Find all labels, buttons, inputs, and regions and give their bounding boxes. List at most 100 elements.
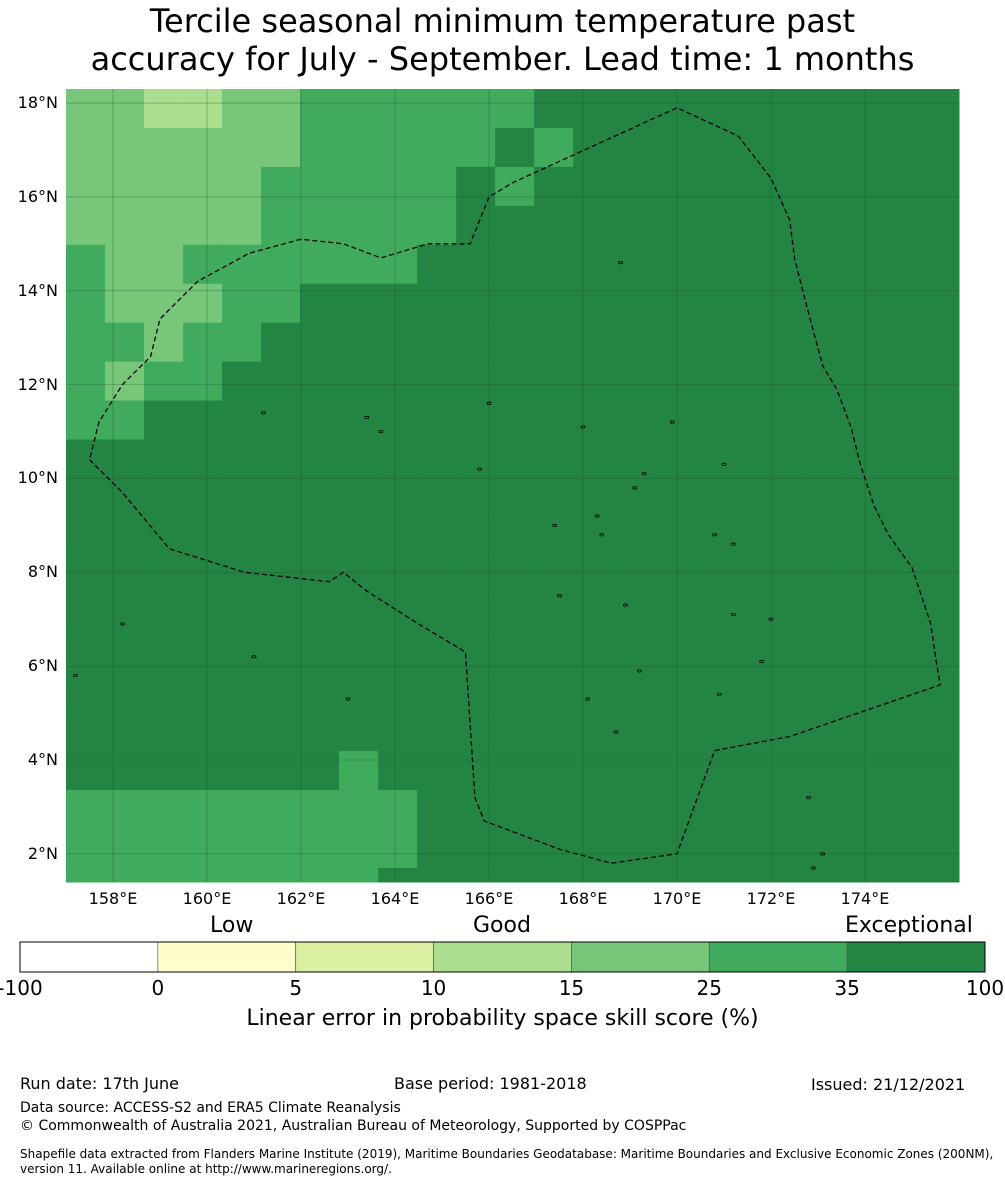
skill-cell xyxy=(222,205,262,246)
colorbar-tick-label: 0 xyxy=(151,976,165,1000)
skill-cell xyxy=(183,127,223,168)
skill-cell xyxy=(573,205,613,246)
skill-cell xyxy=(456,517,496,557)
skill-cell xyxy=(378,205,418,246)
skill-cell xyxy=(183,400,223,441)
skill-cell xyxy=(144,556,184,596)
skill-cell xyxy=(261,283,301,324)
skill-cell xyxy=(105,595,145,635)
skill-cell xyxy=(144,517,184,557)
skill-cell xyxy=(417,205,457,246)
island-outline xyxy=(599,533,605,537)
skill-cell xyxy=(534,712,574,752)
skill-cell xyxy=(573,517,613,557)
skill-cell xyxy=(651,517,691,557)
skill-cell xyxy=(612,517,652,557)
skill-cell xyxy=(66,127,106,168)
skill-cell xyxy=(339,283,379,324)
skill-cell xyxy=(183,244,223,285)
skill-cell xyxy=(105,322,145,363)
skill-cell xyxy=(612,166,652,207)
skill-cell xyxy=(651,634,691,674)
island-outline xyxy=(251,655,257,659)
lat-tick-label: 4°N xyxy=(27,750,58,769)
lon-tick-label: 172°E xyxy=(746,889,796,908)
skill-cell xyxy=(885,322,925,363)
skill-cell xyxy=(495,205,535,246)
skill-cell xyxy=(651,828,691,869)
colorbar-segment xyxy=(433,941,572,973)
skill-cell xyxy=(456,712,496,752)
island-outline xyxy=(731,612,736,617)
skill-cell xyxy=(66,595,106,635)
skill-cell xyxy=(378,478,418,518)
skill-cell xyxy=(729,556,769,596)
skill-cell xyxy=(183,712,223,752)
skill-cell xyxy=(378,89,418,129)
skill-cell xyxy=(690,205,730,246)
skill-cell xyxy=(612,751,652,791)
skill-cell xyxy=(495,478,535,518)
skill-cell xyxy=(573,478,613,518)
skill-cell xyxy=(378,673,418,713)
skill-cell xyxy=(378,712,418,752)
skill-cell xyxy=(417,166,457,207)
skill-cell xyxy=(729,751,769,791)
skill-cell xyxy=(261,127,301,168)
base-period: Base period: 1981-2018 xyxy=(394,1074,587,1093)
skill-cell xyxy=(651,712,691,752)
skill-cell xyxy=(300,867,340,883)
skill-cell xyxy=(924,361,960,402)
skill-cell xyxy=(300,205,340,246)
skill-cell xyxy=(573,751,613,791)
skill-cell xyxy=(807,751,847,791)
skill-cell xyxy=(105,712,145,752)
skill-cell xyxy=(846,712,886,752)
island-outline xyxy=(378,429,384,434)
skill-cell xyxy=(690,439,730,479)
skill-cell xyxy=(417,400,457,441)
skill-cell xyxy=(768,127,808,168)
skill-cell xyxy=(768,828,808,869)
skill-cell xyxy=(573,634,613,674)
skill-cell xyxy=(924,634,960,674)
skill-cell xyxy=(885,595,925,635)
skill-cell xyxy=(417,790,457,830)
skill-cell xyxy=(456,556,496,596)
skill-cell xyxy=(651,867,691,883)
skill-cell xyxy=(846,205,886,246)
shapefile-note-1: Shapefile data extracted from Flanders M… xyxy=(20,1147,994,1161)
skill-cell xyxy=(144,244,184,285)
skill-cell xyxy=(807,828,847,869)
skill-cell xyxy=(222,634,262,674)
skill-cell xyxy=(885,556,925,596)
skill-cell xyxy=(846,166,886,207)
skill-cell xyxy=(534,751,574,791)
skill-cell xyxy=(885,400,925,441)
skill-cell xyxy=(768,673,808,713)
skill-cell xyxy=(417,712,457,752)
skill-cell xyxy=(261,517,301,557)
skill-cell xyxy=(768,166,808,207)
skill-cell xyxy=(378,751,418,791)
skill-cell xyxy=(612,127,652,168)
skill-cell xyxy=(417,439,457,479)
skill-cell xyxy=(456,166,496,207)
skill-cell xyxy=(339,127,379,168)
skill-cell xyxy=(456,439,496,479)
skill-cell xyxy=(222,828,262,869)
skill-cell xyxy=(222,478,262,518)
skill-cell xyxy=(378,322,418,363)
skill-cell xyxy=(885,439,925,479)
skill-cell xyxy=(729,517,769,557)
lat-tick-label: 6°N xyxy=(27,656,58,676)
skill-cell xyxy=(846,634,886,674)
skill-cell xyxy=(417,244,457,285)
skill-cell xyxy=(456,673,496,713)
skill-cell xyxy=(729,673,769,713)
skill-cell xyxy=(924,673,960,713)
skill-cell xyxy=(456,89,496,129)
colorbar-caption: Linear error in probability space skill … xyxy=(246,1006,759,1031)
skill-cell xyxy=(690,127,730,168)
skill-cell xyxy=(261,828,301,869)
